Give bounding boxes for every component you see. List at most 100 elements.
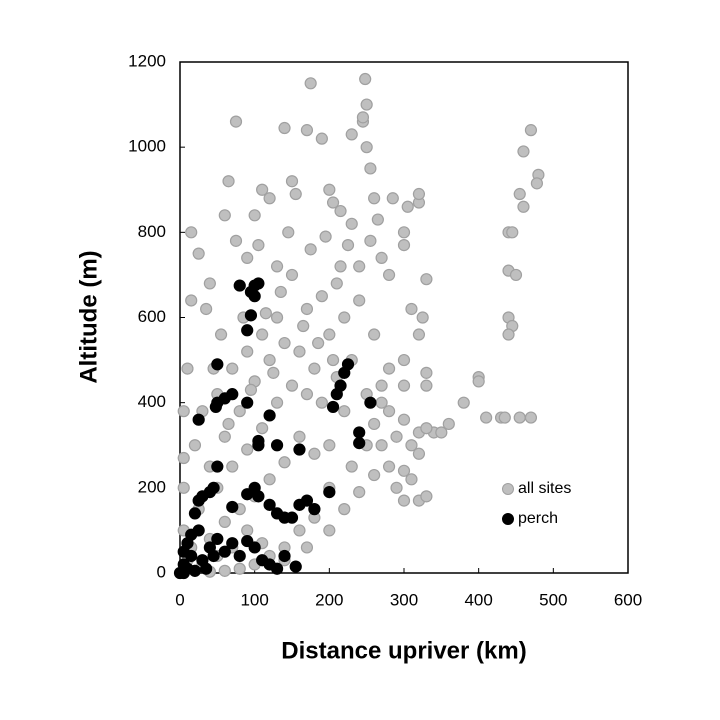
data-point (338, 405, 351, 418)
data-point (412, 447, 426, 460)
data-point (241, 443, 254, 456)
data-point (330, 277, 343, 290)
data-point (382, 405, 396, 418)
x-axis-title: Distance upriver (km) (281, 637, 526, 664)
data-point (304, 243, 317, 256)
data-point (263, 473, 276, 486)
data-point (420, 379, 433, 392)
data-point (218, 430, 231, 443)
data-point (177, 451, 190, 465)
data-point (252, 439, 265, 452)
data-point (200, 562, 213, 575)
data-point (368, 192, 381, 205)
data-point (353, 437, 366, 450)
data-point (442, 417, 455, 431)
data-point (359, 72, 372, 86)
data-point (323, 524, 336, 537)
data-point (326, 196, 340, 209)
data-point (241, 251, 254, 264)
data-point (326, 353, 340, 367)
data-point (252, 277, 265, 290)
data-point (229, 115, 243, 128)
data-point (319, 230, 332, 243)
data-point (259, 307, 272, 320)
data-point (278, 336, 291, 350)
data-point (334, 204, 347, 218)
data-point (405, 302, 418, 316)
x-tick-label: 400 (464, 590, 492, 609)
data-point (401, 200, 414, 213)
data-point (300, 541, 314, 554)
data-point (330, 388, 343, 401)
x-tick-label: 0 (175, 590, 184, 609)
data-point (506, 226, 519, 239)
data-point (323, 485, 336, 499)
legend-marker (502, 513, 514, 525)
data-point (397, 353, 411, 367)
data-point (218, 545, 231, 558)
data-point (244, 309, 258, 322)
data-point (233, 405, 246, 418)
data-point (256, 422, 269, 435)
data-point (326, 400, 340, 414)
data-point (211, 358, 224, 371)
data-point (530, 177, 544, 190)
data-point (229, 234, 243, 247)
data-point (241, 396, 254, 409)
data-point (397, 464, 411, 477)
data-point (300, 302, 314, 316)
y-tick-label: 0 (157, 562, 166, 581)
data-point (323, 328, 336, 341)
x-tick-label: 100 (240, 590, 268, 609)
data-point (353, 294, 366, 307)
data-point (397, 413, 411, 426)
data-point (472, 375, 485, 388)
data-point (297, 319, 310, 333)
data-point (226, 500, 239, 514)
data-point (345, 217, 358, 230)
data-point (222, 175, 235, 188)
data-point (270, 562, 284, 575)
data-point (211, 460, 224, 473)
data-point (498, 411, 511, 424)
data-point (405, 473, 418, 486)
data-point (435, 426, 448, 439)
y-tick-label: 1200 (128, 51, 166, 70)
data-point (353, 426, 366, 439)
data-point (368, 468, 381, 482)
data-point (241, 345, 254, 358)
y-tick-label: 800 (138, 222, 166, 241)
data-point (338, 311, 351, 324)
data-point (285, 268, 299, 282)
data-point (353, 260, 366, 273)
data-point (524, 411, 538, 424)
data-point (270, 311, 284, 324)
data-point (364, 396, 377, 409)
x-tick-label: 500 (539, 590, 567, 609)
data-point (371, 213, 384, 226)
data-point (233, 279, 246, 292)
x-tick-label: 600 (614, 590, 642, 609)
data-point (211, 532, 224, 546)
y-tick-label: 600 (138, 307, 166, 326)
data-point (323, 183, 336, 196)
data-point (177, 405, 190, 418)
x-tick-label: 200 (315, 590, 343, 609)
data-point (282, 226, 295, 239)
data-point (315, 290, 328, 303)
data-point (360, 141, 373, 154)
data-point (177, 481, 190, 494)
data-point (285, 175, 299, 188)
data-point (513, 411, 526, 424)
data-point (293, 430, 306, 443)
data-point (502, 328, 515, 341)
data-point (416, 311, 429, 324)
data-point (278, 121, 291, 135)
data-point (241, 324, 254, 337)
data-point (375, 439, 388, 452)
data-point (382, 460, 396, 473)
data-point (192, 494, 205, 507)
data-point (397, 379, 411, 392)
data-point (285, 511, 299, 524)
data-point (524, 124, 538, 137)
